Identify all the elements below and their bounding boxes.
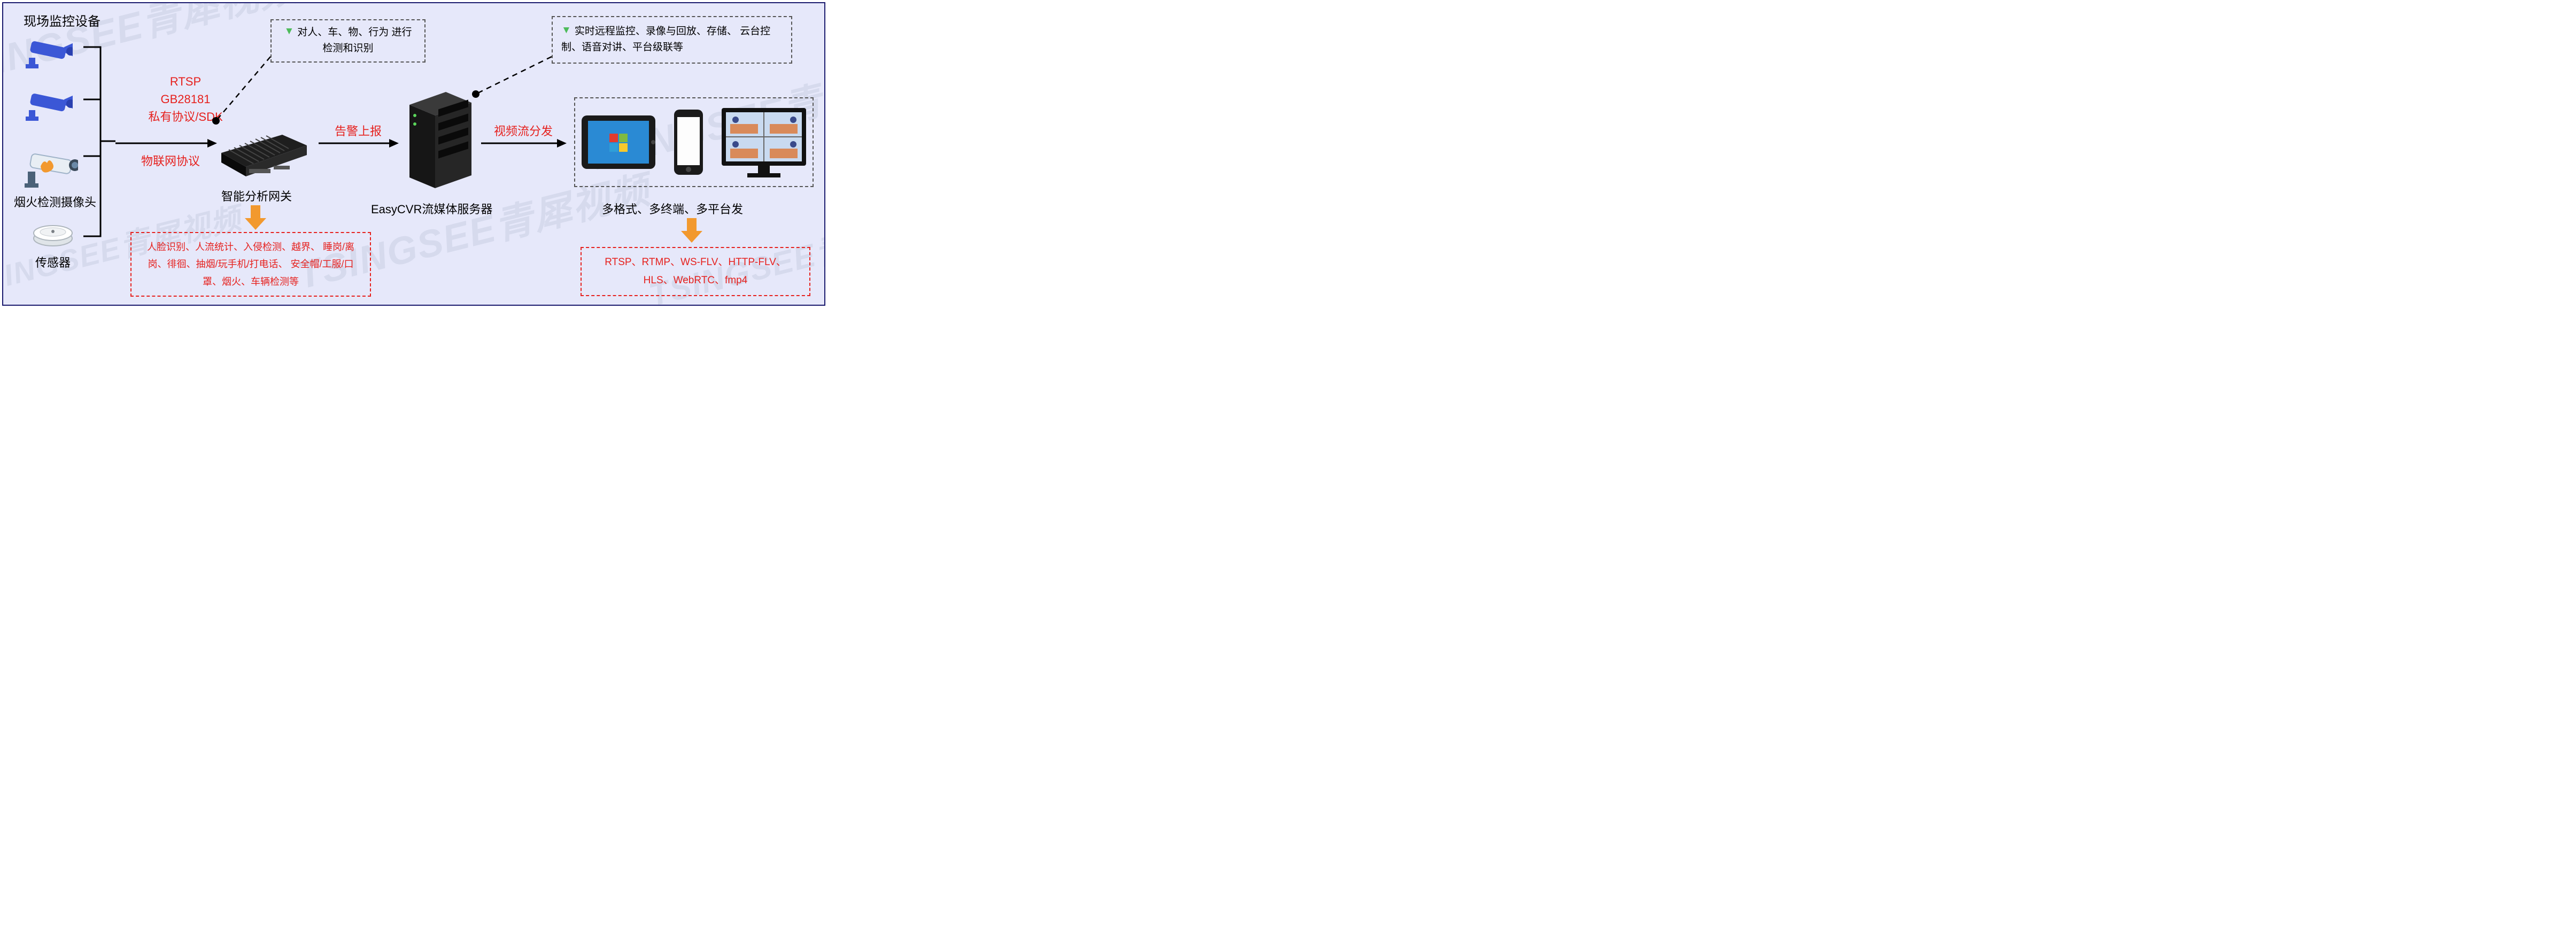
- arrow2-label: 视频流分发: [494, 122, 553, 139]
- protocol-iot: 物联网协议: [141, 152, 200, 169]
- device-bracket: [82, 43, 117, 241]
- monitor-icon: [718, 105, 809, 180]
- arrow-server-clients: [481, 138, 567, 149]
- gateway-device-icon: [216, 115, 312, 180]
- formats-box: RTSP、RTMP、WS-FLV、HTTP-FLV、 HLS、WebRTC、fm…: [581, 247, 810, 296]
- fire-camera-icon: [25, 145, 78, 188]
- arrow-gateway-server: [319, 138, 399, 149]
- tablet-icon: [578, 110, 659, 174]
- server-icon: [403, 83, 478, 190]
- clients-box: [574, 97, 814, 187]
- gateway-callout-box: ▼对人、车、物、行为 进行检测和识别: [270, 19, 426, 63]
- server-callout-box: ▼实时远程监控、录像与回放、存储、 云台控制、语音对讲、平台级联等: [552, 16, 792, 64]
- triangle-marker-icon: ▼: [561, 22, 571, 38]
- server-callout-text: 实时远程监控、录像与回放、存储、 云台控制、语音对讲、平台级联等: [561, 26, 770, 53]
- formats-text: RTSP、RTMP、WS-FLV、HTTP-FLV、 HLS、WebRTC、fm…: [605, 257, 786, 286]
- arrow-to-gateway: [115, 138, 217, 149]
- down-arrow-icon: [680, 218, 703, 244]
- clients-label: 多格式、多终端、多平台发: [602, 200, 743, 217]
- features-text: 人脸识别、人流统计、入侵检测、越界、 睡岗/离岗、徘徊、抽烟/玩手机/打电话、 …: [147, 242, 354, 287]
- gateway-label: 智能分析网关: [221, 187, 292, 204]
- phone-icon: [672, 107, 705, 177]
- server-label: EasyCVR流媒体服务器: [371, 200, 492, 217]
- devices-title: 现场监控设备: [24, 11, 100, 29]
- callout-leader-server: [471, 57, 557, 99]
- sensor-icon: [32, 217, 74, 249]
- camera-icon: [25, 83, 73, 121]
- features-box: 人脸识别、人流统计、入侵检测、越界、 睡岗/离岗、徘徊、抽烟/玩手机/打电话、 …: [130, 232, 371, 297]
- camera-icon: [25, 31, 73, 68]
- gateway-callout-text: 对人、车、物、行为 进行检测和识别: [297, 27, 412, 54]
- arrow1-label: 告警上报: [335, 122, 382, 139]
- diagram-canvas: TSINGSEE青犀视频 TSINGSEE青犀视频 TSINGSEE青犀视频 T…: [2, 2, 825, 306]
- down-arrow-icon: [244, 205, 267, 231]
- triangle-marker-icon: ▼: [284, 24, 294, 40]
- sensor-label: 传感器: [35, 253, 71, 270]
